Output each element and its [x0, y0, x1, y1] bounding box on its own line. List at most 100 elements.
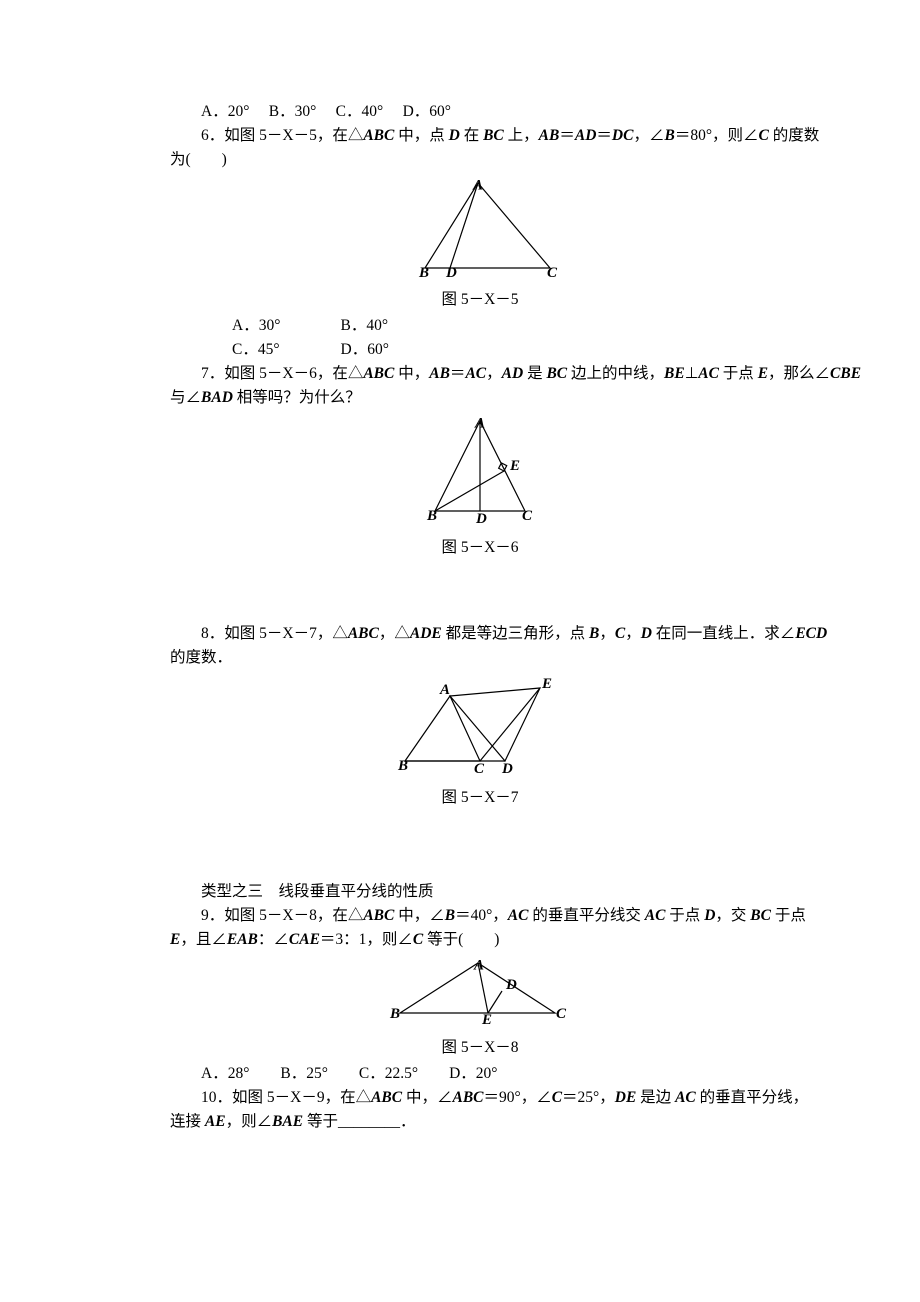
t: 9．如图 5－X－8，在△ [201, 907, 363, 924]
svg-text:E: E [509, 458, 520, 474]
t: 连接 [170, 1113, 205, 1130]
q9-options: A．28° B．25° C．22.5° D．20° [170, 1062, 790, 1086]
v: BC [750, 907, 771, 924]
v: ABC [348, 625, 379, 642]
q9-line2: E，且∠EAB：∠CAE＝3：1，则∠C 等于( ) [170, 928, 790, 952]
t: ＝3：1，则∠ [320, 931, 413, 948]
q10-line2: 连接 AE，则∠BAE 等于________． [170, 1110, 790, 1134]
v: ECD [795, 625, 827, 642]
v: CAE [289, 931, 320, 948]
txt: 中，点 [394, 127, 448, 144]
q9-line1: 9．如图 5－X－8，在△ABC 中，∠B＝40°，AC 的垂直平分线交 AC … [170, 904, 790, 928]
v: B [589, 625, 599, 642]
var: AD [575, 127, 597, 144]
v: CBE [830, 365, 861, 382]
v: AB [429, 365, 450, 382]
t: 边上的中线， [567, 365, 664, 382]
v: B [445, 907, 455, 924]
svg-text:D: D [505, 977, 517, 993]
txt: 上， [504, 127, 539, 144]
txt: 6．如图 5－X－5，在△ [201, 127, 363, 144]
spacer [170, 562, 790, 622]
svg-text:C: C [556, 1006, 567, 1022]
v: BAE [272, 1113, 303, 1130]
fig7-wrap: A B C D E [170, 676, 790, 784]
v: AC [698, 365, 719, 382]
optB: B．40° [341, 317, 389, 334]
t: 中，∠ [402, 1089, 452, 1106]
q8-line1: 8．如图 5－X－7，△ABC，△ADE 都是等边三角形，点 B，C，D 在同一… [170, 622, 790, 646]
t: ， [625, 625, 641, 642]
t: 于点 [665, 907, 704, 924]
t: 的垂直平分线， [696, 1089, 808, 1106]
optD: D．60° [341, 341, 389, 358]
svg-text:E: E [481, 1012, 492, 1026]
t: ＝25°， [562, 1089, 615, 1106]
spacer2 [170, 812, 790, 854]
svg-text:B: B [426, 508, 437, 524]
t: 等于( ) [423, 931, 499, 948]
v: C [413, 931, 423, 948]
t: ＝ [450, 365, 466, 382]
fig8-wrap: A B E C D [170, 958, 790, 1034]
t: ＝90°，∠ [484, 1089, 552, 1106]
q7-line1: 7．如图 5－X－6，在△ABC 中，AB＝AC，AD 是 BC 边上的中线，B… [170, 362, 790, 386]
txt: ＝ [559, 127, 575, 144]
t: 10．如图 5－X－9，在△ [201, 1089, 371, 1106]
var: DC [612, 127, 634, 144]
svg-text:A: A [472, 178, 483, 194]
fig8-svg: A B E C D [380, 958, 580, 1026]
v: ABC [452, 1089, 483, 1106]
v: E [170, 931, 180, 948]
t: ，且∠ [180, 931, 227, 948]
q6-optC-D: C．45°D．60° [170, 338, 790, 362]
section3-title: 类型之三 线段垂直平分线的性质 [170, 880, 790, 904]
v: AC [465, 365, 486, 382]
fig6-wrap: A B D C E [170, 416, 790, 534]
fig5-wrap: A B D C [170, 178, 790, 286]
fig6-caption: 图 5－X－6 [170, 536, 790, 560]
var: AB [539, 127, 560, 144]
t: ＝40°， [455, 907, 508, 924]
q6-optA-B: A．30°B．40° [170, 314, 790, 338]
t: 在同一直线上．求∠ [652, 625, 795, 642]
t: ⊥ [685, 365, 699, 382]
txt: ＝ [596, 127, 612, 144]
optA: A．30° [201, 314, 341, 338]
t: 是边 [636, 1089, 675, 1106]
svg-text:C: C [474, 761, 485, 776]
t: 7．如图 5－X－6，在△ [201, 365, 363, 382]
svg-text:D: D [501, 761, 513, 776]
v: E [758, 365, 768, 382]
v: C [552, 1089, 562, 1106]
v: AC [675, 1089, 696, 1106]
t: 都是等边三角形，点 [442, 625, 589, 642]
t: 相等吗？为什么？ [233, 389, 361, 406]
v: BE [664, 365, 685, 382]
t: ， [599, 625, 615, 642]
v: EAB [227, 931, 258, 948]
q5-options: A．20° B．30° C．40° D．60° [170, 100, 790, 124]
v: ADE [410, 625, 442, 642]
v: ABC [363, 907, 394, 924]
fig5-svg: A B D C [395, 178, 565, 278]
v: AC [645, 907, 666, 924]
svg-text:A: A [473, 958, 484, 974]
txt: ，∠ [633, 127, 664, 144]
svg-text:C: C [547, 265, 558, 278]
svg-text:D: D [475, 511, 487, 526]
t: ：∠ [258, 931, 289, 948]
v: D [704, 907, 715, 924]
svg-text:D: D [445, 265, 457, 278]
q6-line1: 6．如图 5－X－5，在△ABC 中，点 D 在 BC 上，AB＝AD＝DC，∠… [170, 124, 790, 148]
t: ，△ [379, 625, 410, 642]
q8-line2: 的度数． [170, 646, 790, 670]
v: ABC [363, 365, 394, 382]
var: C [759, 127, 769, 144]
svg-text:B: B [418, 265, 429, 278]
fig8-caption: 图 5－X－8 [170, 1036, 790, 1060]
t: 与∠ [170, 389, 201, 406]
v: C [615, 625, 625, 642]
t: 的垂直平分线交 [528, 907, 644, 924]
t: 于点 [771, 907, 806, 924]
